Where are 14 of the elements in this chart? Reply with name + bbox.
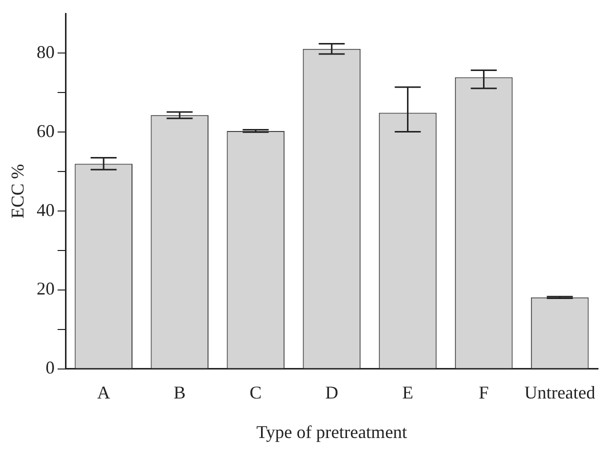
y-tick-label: 80	[36, 42, 55, 62]
x-tick-label: C	[250, 382, 262, 402]
y-tick-label: 60	[36, 120, 55, 141]
y-tick-label: 40	[36, 200, 55, 220]
x-tick-label: D	[325, 382, 338, 402]
x-tick-label: B	[174, 382, 186, 402]
x-tick-label: E	[402, 382, 414, 402]
x-tick-label: A	[97, 382, 110, 402]
y-tick-label: 20	[36, 278, 55, 299]
x-axis-title: Type of pretreatment	[256, 422, 408, 442]
x-tick-label: F	[478, 382, 489, 402]
y-axis-title: ECC %	[8, 164, 28, 219]
x-tick-label: Untreated	[524, 382, 596, 402]
y-tick-label: 0	[46, 358, 55, 378]
